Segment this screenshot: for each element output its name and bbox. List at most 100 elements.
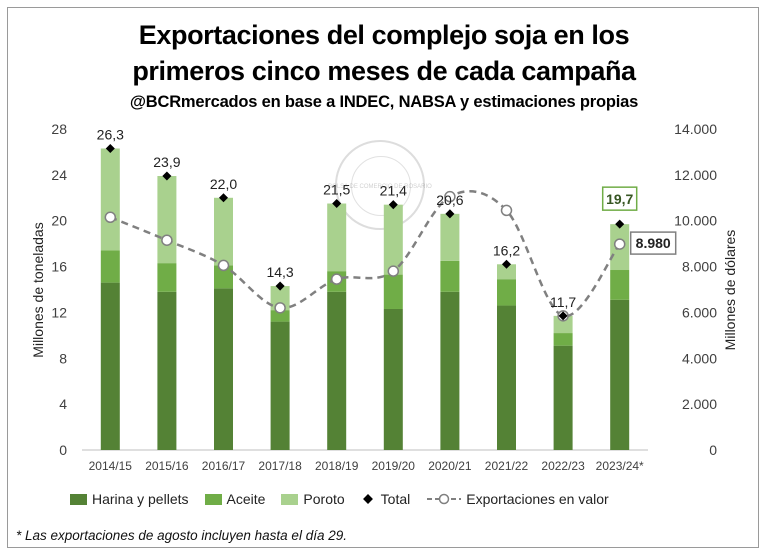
watermark-inner-ring	[351, 156, 411, 216]
chart-subtitle: @BCRmercados en base a INDEC, NABSA y es…	[129, 93, 639, 111]
bar-harina	[440, 291, 460, 450]
total-label: 21,5	[323, 182, 350, 198]
bar-aceite	[270, 310, 290, 322]
legend-valor: Exportaciones en valor	[426, 491, 609, 507]
y-tick-label: 24	[51, 167, 67, 183]
y-tick-label: 8	[59, 350, 67, 366]
total-marker	[105, 143, 115, 154]
value-point	[161, 234, 173, 246]
y2-tick-label: 8.000	[682, 259, 717, 275]
value-point	[500, 204, 513, 217]
value-line	[104, 190, 626, 322]
legend-diamond-icon	[362, 494, 373, 504]
total-marker	[388, 200, 398, 210]
bar-harina	[327, 291, 347, 450]
bar-aceite	[440, 260, 460, 292]
x-tick-label: 2019/20	[372, 459, 416, 473]
legend-poroto: Poroto	[281, 491, 345, 507]
total-label: 11,7	[550, 294, 576, 310]
y-tick-label: 12	[51, 304, 67, 320]
bar-aceite	[157, 263, 177, 292]
total-label: 23,9	[153, 154, 180, 170]
legend-dashed-circle-icon	[427, 493, 462, 505]
watermark-text: BOLSA DE COMERCIO DE ROSARIO	[328, 184, 432, 190]
y2-axis-ticks: 0 2.000 4.000 6.000 8.000 10.000 12.000 14.000	[674, 121, 717, 458]
total-label: 16,2	[493, 242, 520, 258]
y2-tick-label: 14.000	[674, 121, 717, 137]
value-point	[217, 259, 230, 272]
total-label: 22,0	[210, 176, 237, 192]
y2-tick-label: 10.000	[674, 213, 717, 229]
value-label-highlight: 8.980	[636, 235, 671, 251]
legend: Harina y pellets Aceite Poroto Total Exp…	[70, 491, 625, 507]
legend-harina: Harina y pellets	[70, 491, 189, 507]
y2-tick-label: 12.000	[674, 167, 717, 183]
total-label: 14,3	[266, 264, 293, 280]
bar-aceite	[214, 265, 233, 289]
bar-poroto	[440, 213, 460, 261]
bar-aceite	[553, 333, 573, 346]
y-axis-title: Millones de toneladas	[30, 222, 46, 357]
bar-aceite	[610, 270, 630, 300]
legend-total: Total	[361, 491, 411, 507]
bar-poroto	[214, 197, 233, 266]
bar-aceite	[383, 274, 403, 309]
value-point	[444, 190, 456, 203]
total-label-highlight: 19,7	[606, 191, 633, 207]
bar-harina	[497, 305, 516, 450]
bar-harina	[100, 282, 120, 450]
legend-swatch-poroto	[281, 493, 299, 505]
bars	[100, 148, 630, 450]
bar-poroto	[327, 203, 347, 272]
bar-harina	[157, 291, 177, 450]
highlight-value-box	[629, 231, 677, 255]
footnote: * Las exportaciones de agosto incluyen h…	[16, 528, 347, 543]
y2-tick-label: 4.000	[682, 350, 717, 366]
legend-aceite: Aceite	[204, 491, 266, 507]
bar-harina	[214, 288, 233, 450]
x-tick-label: 2023/24*	[596, 459, 644, 473]
legend-label-poroto: Poroto	[303, 491, 345, 507]
legend-label-aceite: Aceite	[226, 491, 266, 507]
bar-poroto	[383, 204, 403, 275]
bar-harina	[383, 308, 403, 450]
bar-aceite	[100, 250, 120, 283]
chart-title-line2: primeros cinco meses de cada campaña	[132, 56, 636, 86]
y-tick-label: 20	[51, 213, 67, 229]
total-marker	[558, 311, 568, 321]
value-point	[274, 302, 286, 314]
legend-label-valor: Exportaciones en valor	[466, 491, 609, 507]
legend-swatch-harina	[70, 493, 87, 505]
y2-axis-title: Millones de dólares	[722, 230, 738, 351]
chart-title-line1: Exportaciones del complejo soja en los	[138, 20, 630, 50]
bar-harina	[270, 321, 290, 450]
bar-poroto	[100, 148, 120, 251]
highlight-total-box	[601, 186, 638, 211]
x-tick-label: 2015/16	[145, 459, 189, 473]
x-tick-label: 2014/15	[89, 459, 133, 473]
x-tick-label: 2022/23	[541, 459, 585, 473]
value-point	[387, 265, 400, 277]
x-tick-label: 2018/19	[315, 459, 359, 473]
total-labels: 26,3 23,9 22,0 14,3 21,5 21,4 20,6 16,2 11,7 19,7…	[97, 126, 677, 310]
y2-tick-label: 2.000	[682, 396, 717, 412]
x-tick-label: 2017/18	[258, 459, 302, 473]
y2-tick-label: 6.000	[682, 304, 717, 320]
bar-poroto	[157, 176, 177, 264]
total-label: 20,6	[436, 192, 463, 208]
x-axis-ticks: 2014/15 2015/16 2016/17 2017/18 2018/19 2019/…	[89, 459, 644, 473]
value-point	[613, 238, 626, 250]
x-tick-label: 2021/22	[485, 459, 529, 473]
bar-harina	[610, 299, 630, 450]
bar-poroto	[270, 286, 290, 311]
bar-poroto	[553, 315, 573, 334]
y2-tick-label: 0	[709, 442, 717, 458]
watermark-seal	[335, 140, 425, 230]
y-tick-label: 4	[59, 396, 67, 412]
y-tick-label: 16	[51, 259, 67, 275]
legend-label-total: Total	[380, 491, 411, 507]
bar-aceite	[497, 279, 516, 306]
value-point	[330, 273, 343, 285]
total-marker	[162, 171, 172, 181]
